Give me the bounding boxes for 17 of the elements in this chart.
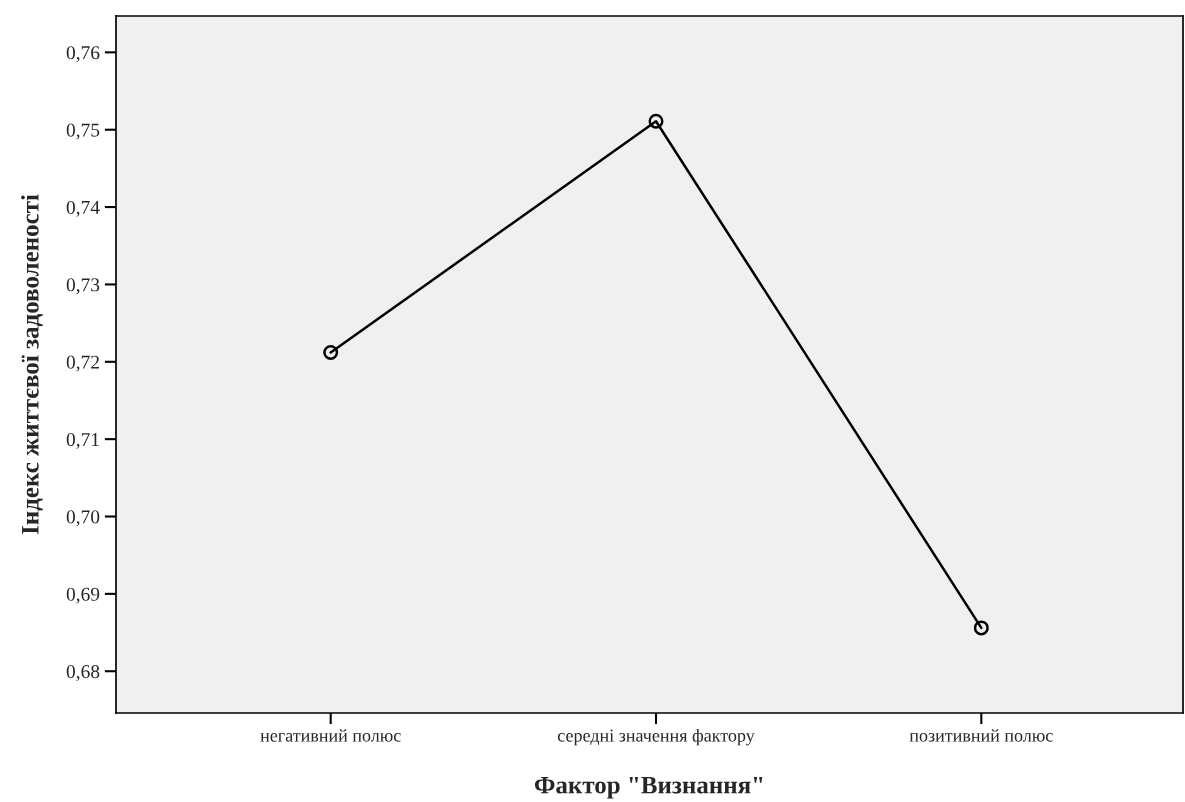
point <box>323 345 339 361</box>
x-axis-title: Фактор "Визнання" <box>534 776 763 799</box>
y-tick-label: 0,68 <box>66 665 100 681</box>
y-tick-label: 0,71 <box>66 432 99 449</box>
y-axis-title: Індекс життєвої задоволеності <box>21 194 43 535</box>
x-tick-label: негативний полюс <box>260 729 401 742</box>
y-tick-label: 0,72 <box>66 355 99 372</box>
y-tick-label: 0,75 <box>66 123 100 140</box>
y-tick-label: 0,70 <box>66 510 100 527</box>
y-tick-label: 0,74 <box>66 200 100 217</box>
y-tick-label: 0,69 <box>66 587 100 604</box>
y-tick-label: 0,76 <box>66 46 100 63</box>
point <box>973 620 989 636</box>
x-tick-label: середні значення фактору <box>557 728 755 746</box>
point <box>648 113 664 129</box>
y-tick-label: 0,73 <box>66 278 100 295</box>
x-tick-label: позитивний полюс <box>909 729 1053 742</box>
